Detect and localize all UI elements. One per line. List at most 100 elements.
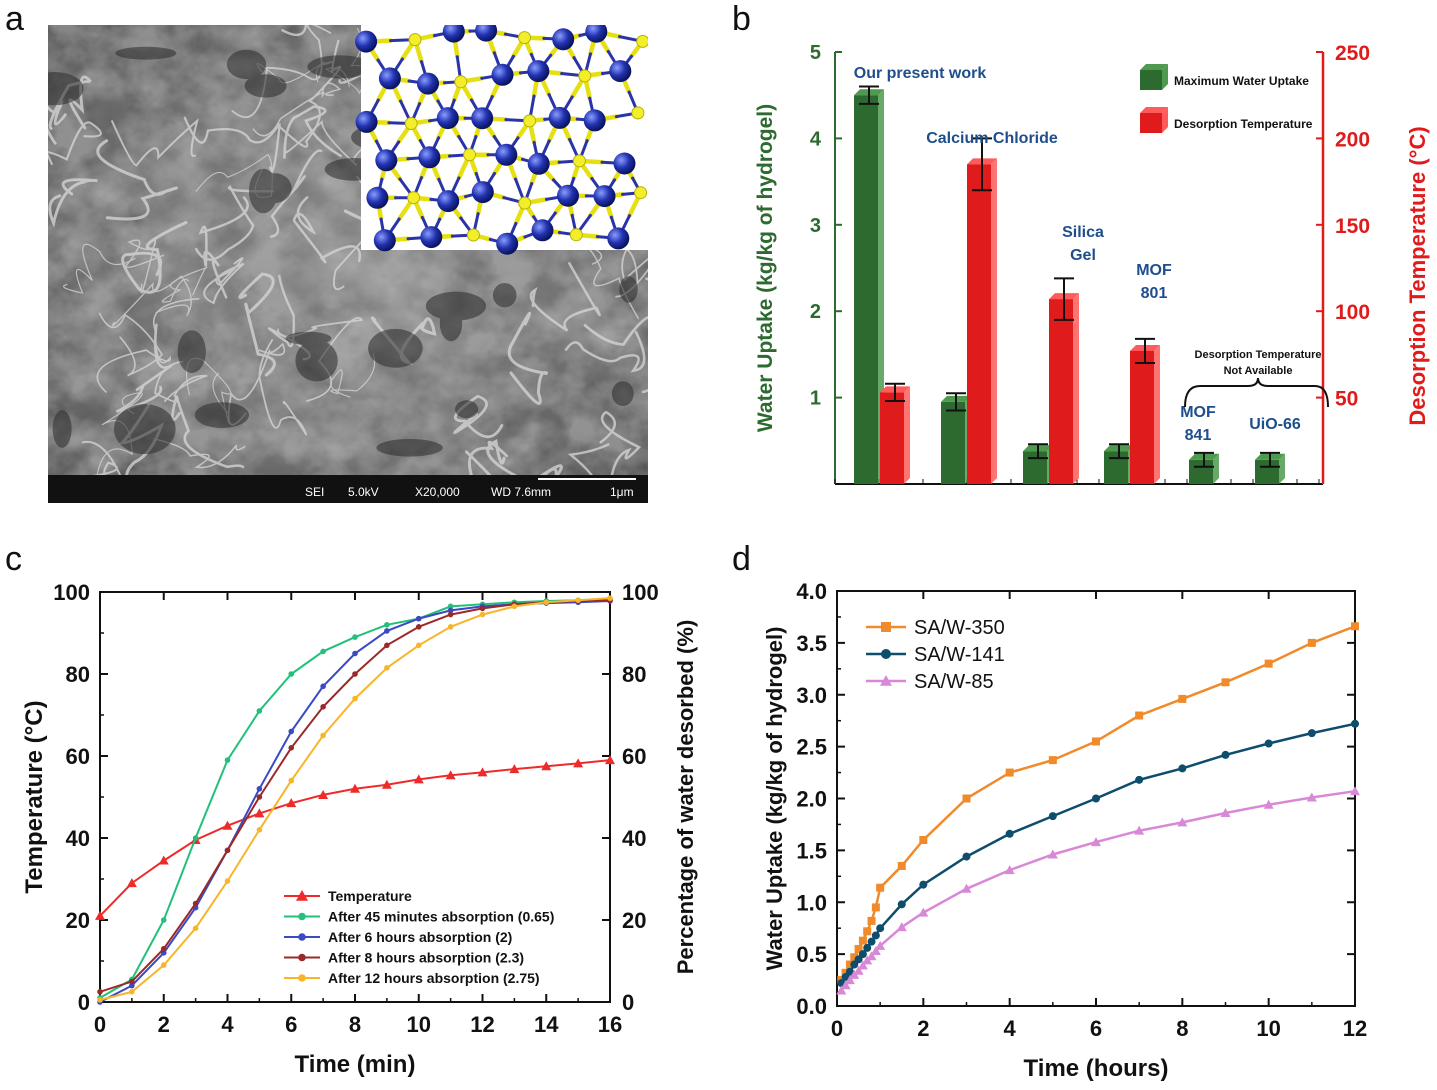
data-point	[477, 767, 488, 777]
crystal-atom	[593, 185, 616, 208]
sem-pore	[295, 339, 338, 382]
bar-desorption-temperature	[880, 392, 904, 484]
sem-ridge	[161, 266, 208, 303]
sem-pore	[376, 439, 443, 457]
data-point	[288, 745, 295, 751]
data-point	[836, 985, 847, 995]
crystal-atom	[557, 184, 579, 207]
y-tick-label: 3.5	[796, 631, 827, 656]
data-point	[858, 950, 867, 959]
sem-info-voltage: 5.0kV	[348, 485, 379, 499]
data-point	[413, 774, 424, 784]
data-point	[288, 671, 295, 677]
data-point	[320, 683, 326, 690]
data-point	[129, 978, 135, 985]
y-tick-label-left: 2	[810, 301, 821, 323]
annotation-text: Desorption Temperature	[1195, 349, 1322, 361]
data-point	[129, 988, 135, 995]
sem-ridge	[252, 82, 342, 137]
bar-water-uptake	[854, 95, 878, 484]
legend-label: SA/W-350	[914, 617, 1005, 639]
sem-pore	[248, 168, 278, 214]
sem-pore	[368, 328, 423, 368]
crystal-atom	[407, 191, 421, 205]
sem-ridge	[125, 239, 164, 294]
data-point	[286, 798, 297, 808]
legend-label: After 6 hours absorption (2)	[328, 929, 512, 945]
y-tick-label-left: 4	[810, 128, 822, 150]
data-point	[381, 779, 392, 789]
data-point	[224, 757, 231, 763]
crystal-atom	[491, 63, 514, 86]
legend-label: After 45 minutes absorption (0.65)	[328, 909, 554, 925]
y-tick-label: 3.0	[796, 683, 827, 708]
sem-ridge	[203, 257, 245, 305]
sem-ridge	[98, 312, 163, 377]
sem-ridge	[153, 438, 246, 469]
data-point	[1221, 678, 1230, 687]
crystal-atom	[523, 114, 537, 128]
data-point	[1264, 659, 1273, 668]
sem-pore	[114, 404, 176, 455]
sem-pore	[194, 402, 249, 428]
data-point	[543, 599, 550, 606]
crystal-atom	[471, 107, 494, 130]
data-point	[192, 925, 199, 931]
data-point	[97, 988, 103, 995]
bar-desorption-temperature-side	[1154, 344, 1160, 484]
data-point	[1307, 729, 1316, 738]
data-point	[224, 847, 231, 854]
crystal-atom	[496, 232, 519, 255]
sem-ridge	[111, 117, 199, 167]
legend-swatch-side	[1162, 64, 1168, 90]
y-tick-label-right: 150	[1335, 215, 1370, 238]
y-axis-title: Water Uptake (kg/kg of hydrogel)	[762, 627, 787, 971]
x-tick-label: 10	[1256, 1016, 1280, 1041]
sem-ridge	[529, 262, 601, 332]
chart-b: 1 2 3 4 5 50 100 150 200 250 Water Uptake (kg/kg o…	[754, 42, 1430, 485]
sem-ridge	[507, 311, 549, 405]
data-point	[129, 982, 135, 989]
category-label: Our present work	[854, 65, 987, 82]
y-tick-label-right: 250	[1335, 42, 1370, 65]
y-tick-label: 2.5	[796, 735, 827, 760]
legend-label: SA/W-141	[914, 644, 1005, 666]
crystal-atom	[527, 152, 550, 175]
data-point	[853, 965, 864, 975]
crystal-atom	[527, 60, 550, 83]
sem-ridge	[48, 178, 98, 228]
data-point	[1178, 694, 1187, 703]
y-tick-label-right: 60	[622, 744, 646, 769]
crystal-atom	[583, 109, 606, 132]
crystal-atom	[613, 152, 636, 175]
data-point	[1220, 808, 1231, 818]
crystal-atom	[454, 75, 468, 89]
sem-micrograph: SEI 5.0kV X20,000 WD 7.6mm 1μm	[26, 0, 718, 530]
crystal-atom	[495, 143, 518, 166]
bar-water-uptake-side	[1279, 453, 1285, 484]
x-tick-label: 0	[94, 1012, 106, 1037]
crystal-atom	[378, 67, 401, 90]
category-label: UiO-66	[1249, 416, 1301, 433]
sem-pore	[611, 381, 634, 406]
x-tick-label: 2	[158, 1012, 170, 1037]
crystal-atom	[609, 60, 632, 83]
x-tick-label: 12	[470, 1012, 494, 1037]
data-point	[1091, 837, 1101, 847]
crystal-atom	[631, 106, 645, 120]
data-point	[160, 917, 167, 923]
crystal-atom	[569, 228, 583, 242]
crystal-atom	[366, 186, 389, 209]
sem-ridge	[283, 105, 342, 159]
bar-water-uptake	[1104, 451, 1128, 484]
category-label: Calcium Chloride	[926, 130, 1058, 147]
sem-info-working-distance: WD 7.6mm	[491, 485, 551, 499]
x-tick-label: 10	[407, 1012, 431, 1037]
data-point	[871, 931, 880, 940]
bar-desorption-temperature-side	[1073, 293, 1079, 484]
category-label: 841	[1185, 427, 1212, 444]
data-point	[962, 852, 971, 861]
data-point	[192, 835, 199, 841]
y-tick-label-right: 200	[1335, 128, 1370, 151]
sem-ridge	[599, 410, 642, 489]
